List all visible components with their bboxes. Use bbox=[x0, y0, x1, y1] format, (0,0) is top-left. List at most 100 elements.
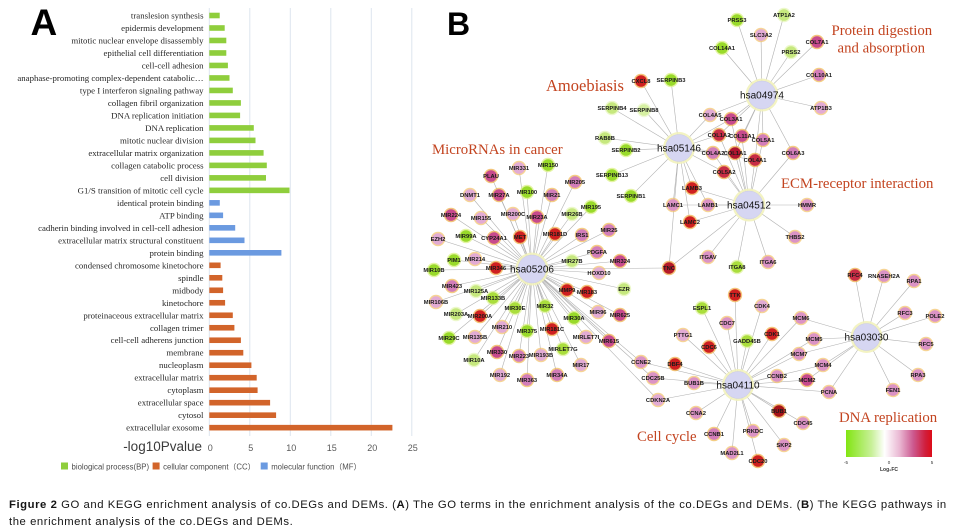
svg-text:LAMB1: LAMB1 bbox=[698, 203, 719, 209]
svg-text:CDK1: CDK1 bbox=[764, 332, 781, 338]
svg-text:CDKN2A: CDKN2A bbox=[646, 398, 671, 404]
svg-text:MIRLET7I: MIRLET7I bbox=[573, 335, 600, 341]
svg-text:PTTG1: PTTG1 bbox=[674, 333, 693, 339]
svg-text:SERPINB8: SERPINB8 bbox=[630, 108, 660, 114]
svg-text:anaphase-promoting complex-dep: anaphase-promoting complex-dependent cat… bbox=[17, 73, 203, 83]
svg-text:MIR106B: MIR106B bbox=[424, 300, 448, 306]
svg-text:-5: -5 bbox=[844, 460, 848, 465]
svg-text:mitotic nuclear envelope disas: mitotic nuclear envelope disassembly bbox=[71, 35, 204, 45]
svg-text:MIR363: MIR363 bbox=[517, 378, 538, 384]
svg-text:SERPINB4: SERPINB4 bbox=[598, 106, 628, 112]
svg-text:MIR200A: MIR200A bbox=[468, 314, 493, 320]
svg-text:hsa04974: hsa04974 bbox=[740, 91, 784, 102]
svg-text:MIR27A: MIR27A bbox=[488, 193, 510, 199]
svg-text:PRSS3: PRSS3 bbox=[727, 18, 747, 24]
svg-text:IRS1: IRS1 bbox=[576, 233, 590, 239]
svg-text:RPA3: RPA3 bbox=[910, 373, 926, 379]
svg-text:SLC3A2: SLC3A2 bbox=[750, 33, 772, 39]
svg-text:SERPINB1: SERPINB1 bbox=[617, 194, 647, 200]
svg-text:Cell cycle: Cell cycle bbox=[637, 429, 697, 445]
svg-text:MIR214: MIR214 bbox=[465, 257, 486, 263]
svg-text:EZH2: EZH2 bbox=[431, 237, 446, 243]
svg-text:0: 0 bbox=[208, 443, 213, 453]
svg-text:-log10Pvalue: -log10Pvalue bbox=[123, 439, 202, 454]
svg-text:cell-cell adherens junction: cell-cell adherens junction bbox=[111, 335, 204, 345]
svg-text:MIR135B: MIR135B bbox=[463, 335, 487, 341]
svg-text:GADD45B: GADD45B bbox=[733, 339, 761, 345]
svg-text:TNC: TNC bbox=[663, 266, 676, 272]
svg-text:MIR183: MIR183 bbox=[577, 290, 598, 296]
svg-text:CDK4: CDK4 bbox=[754, 304, 771, 310]
svg-text:MIR26B: MIR26B bbox=[561, 212, 582, 218]
svg-text:COL6A3: COL6A3 bbox=[782, 151, 806, 157]
svg-text:PRSS2: PRSS2 bbox=[781, 50, 800, 56]
svg-text:COL4A2: COL4A2 bbox=[702, 151, 725, 157]
svg-text:COL4A5: COL4A5 bbox=[699, 113, 723, 119]
svg-text:MIR155: MIR155 bbox=[471, 216, 492, 222]
svg-text:cell division: cell division bbox=[160, 173, 204, 183]
svg-text:MIR192: MIR192 bbox=[490, 373, 510, 379]
svg-text:RFC4: RFC4 bbox=[847, 273, 863, 279]
svg-text:CDC20: CDC20 bbox=[748, 459, 767, 465]
svg-text:collagen trimer: collagen trimer bbox=[150, 323, 204, 333]
svg-text:extracellular matrix: extracellular matrix bbox=[134, 373, 204, 383]
svg-text:10: 10 bbox=[286, 443, 296, 453]
svg-text:TTK: TTK bbox=[729, 293, 741, 299]
svg-text:MIR100: MIR100 bbox=[517, 190, 537, 196]
svg-text:extracellular space: extracellular space bbox=[138, 398, 204, 408]
svg-text:RFC5: RFC5 bbox=[918, 342, 934, 348]
svg-text:CDC25B: CDC25B bbox=[641, 376, 664, 382]
svg-text:CYP24A1: CYP24A1 bbox=[481, 236, 508, 242]
svg-text:MIR25: MIR25 bbox=[600, 228, 618, 234]
svg-text:COL5A1: COL5A1 bbox=[752, 138, 776, 144]
svg-text:hsa03030: hsa03030 bbox=[845, 333, 889, 344]
svg-text:POLE2: POLE2 bbox=[925, 314, 944, 320]
svg-text:ATP1A2: ATP1A2 bbox=[773, 13, 795, 19]
svg-text:MIR615: MIR615 bbox=[599, 339, 620, 345]
svg-text:cytoplasm: cytoplasm bbox=[167, 385, 203, 395]
svg-text:Amoebiasis: Amoebiasis bbox=[546, 76, 624, 95]
svg-text:ITGA6: ITGA6 bbox=[759, 260, 777, 266]
svg-text:MIR27B: MIR27B bbox=[561, 259, 582, 265]
svg-text:MIR125A: MIR125A bbox=[464, 289, 489, 295]
svg-text:PDGFA: PDGFA bbox=[587, 250, 608, 256]
svg-text:COL3A1: COL3A1 bbox=[720, 117, 744, 123]
svg-text:MIR181D: MIR181D bbox=[543, 232, 567, 238]
svg-text:COL1A1: COL1A1 bbox=[724, 151, 748, 157]
svg-text:COL10A1: COL10A1 bbox=[806, 73, 833, 79]
svg-text:COL14A1: COL14A1 bbox=[709, 46, 736, 52]
svg-text:hsa04512: hsa04512 bbox=[727, 201, 771, 212]
svg-text:MIR223: MIR223 bbox=[509, 354, 530, 360]
svg-text:type I interferon signaling pa: type I interferon signaling pathway bbox=[80, 85, 204, 95]
svg-text:MIR625: MIR625 bbox=[610, 313, 631, 319]
svg-text:SERPINB3: SERPINB3 bbox=[657, 78, 687, 84]
svg-text:MIR346: MIR346 bbox=[486, 266, 507, 272]
svg-text:MIR200C: MIR200C bbox=[501, 212, 526, 218]
svg-text:protein binding: protein binding bbox=[150, 248, 205, 258]
svg-text:CCNB2: CCNB2 bbox=[767, 374, 787, 380]
svg-text:MIR375: MIR375 bbox=[517, 329, 538, 335]
svg-text:ATP binding: ATP binding bbox=[159, 210, 204, 220]
svg-text:CDC6: CDC6 bbox=[701, 345, 718, 351]
svg-text:molecular function（MF）: molecular function（MF） bbox=[271, 463, 361, 472]
svg-text:MCM5: MCM5 bbox=[805, 337, 823, 343]
svg-text:COL7A1: COL7A1 bbox=[806, 40, 830, 46]
svg-text:Protein digestion: Protein digestion bbox=[832, 23, 933, 39]
svg-text:20: 20 bbox=[367, 443, 377, 453]
svg-text:extracellular matrix organizat: extracellular matrix organization bbox=[88, 148, 204, 158]
svg-text:proteinaceous extracellular ma: proteinaceous extracellular matrix bbox=[83, 310, 204, 320]
svg-text:0: 0 bbox=[888, 460, 891, 465]
svg-text:condensed chromosome kinetocho: condensed chromosome kinetochore bbox=[75, 260, 204, 270]
svg-text:COL11A1: COL11A1 bbox=[729, 134, 756, 140]
svg-text:MIR17: MIR17 bbox=[572, 363, 589, 369]
svg-text:MCM6: MCM6 bbox=[792, 316, 810, 322]
svg-text:MIR96: MIR96 bbox=[589, 310, 607, 316]
svg-text:MIR23A: MIR23A bbox=[526, 215, 548, 221]
svg-text:extracellular exosome: extracellular exosome bbox=[126, 423, 204, 433]
svg-text:5: 5 bbox=[248, 443, 253, 453]
svg-text:MCM4: MCM4 bbox=[814, 363, 832, 369]
svg-text:membrane: membrane bbox=[166, 348, 203, 358]
svg-text:kinetochore: kinetochore bbox=[162, 298, 204, 308]
svg-text:PLAU: PLAU bbox=[483, 174, 499, 180]
svg-text:MIR150: MIR150 bbox=[538, 163, 558, 169]
